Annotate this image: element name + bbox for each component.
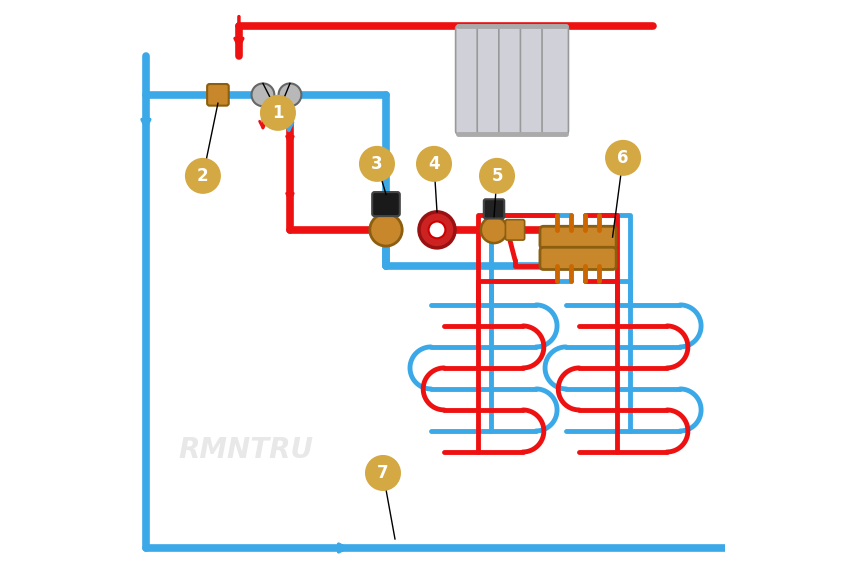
Text: 5: 5 <box>491 167 503 185</box>
FancyBboxPatch shape <box>540 247 616 269</box>
FancyBboxPatch shape <box>372 192 400 216</box>
Circle shape <box>185 158 221 194</box>
Circle shape <box>605 140 641 176</box>
Text: 2: 2 <box>197 167 209 185</box>
Text: 1: 1 <box>272 104 284 122</box>
FancyBboxPatch shape <box>484 199 504 218</box>
FancyBboxPatch shape <box>477 25 504 135</box>
Circle shape <box>365 455 401 491</box>
Circle shape <box>481 217 507 243</box>
Text: RMNTRU: RMNTRU <box>178 436 314 464</box>
Circle shape <box>428 221 445 238</box>
Circle shape <box>419 212 455 248</box>
Text: 3: 3 <box>371 155 382 173</box>
FancyBboxPatch shape <box>520 25 547 135</box>
Text: 4: 4 <box>428 155 439 173</box>
Text: 6: 6 <box>617 149 629 167</box>
Circle shape <box>359 146 395 182</box>
FancyBboxPatch shape <box>456 25 482 135</box>
FancyBboxPatch shape <box>540 226 616 248</box>
Circle shape <box>279 83 302 106</box>
Text: 7: 7 <box>377 464 388 482</box>
Circle shape <box>416 146 452 182</box>
Circle shape <box>252 83 275 106</box>
Circle shape <box>370 214 402 246</box>
FancyBboxPatch shape <box>499 25 525 135</box>
Circle shape <box>479 158 515 194</box>
FancyBboxPatch shape <box>207 84 229 106</box>
FancyBboxPatch shape <box>506 220 524 240</box>
FancyBboxPatch shape <box>542 25 569 135</box>
Circle shape <box>260 95 296 131</box>
